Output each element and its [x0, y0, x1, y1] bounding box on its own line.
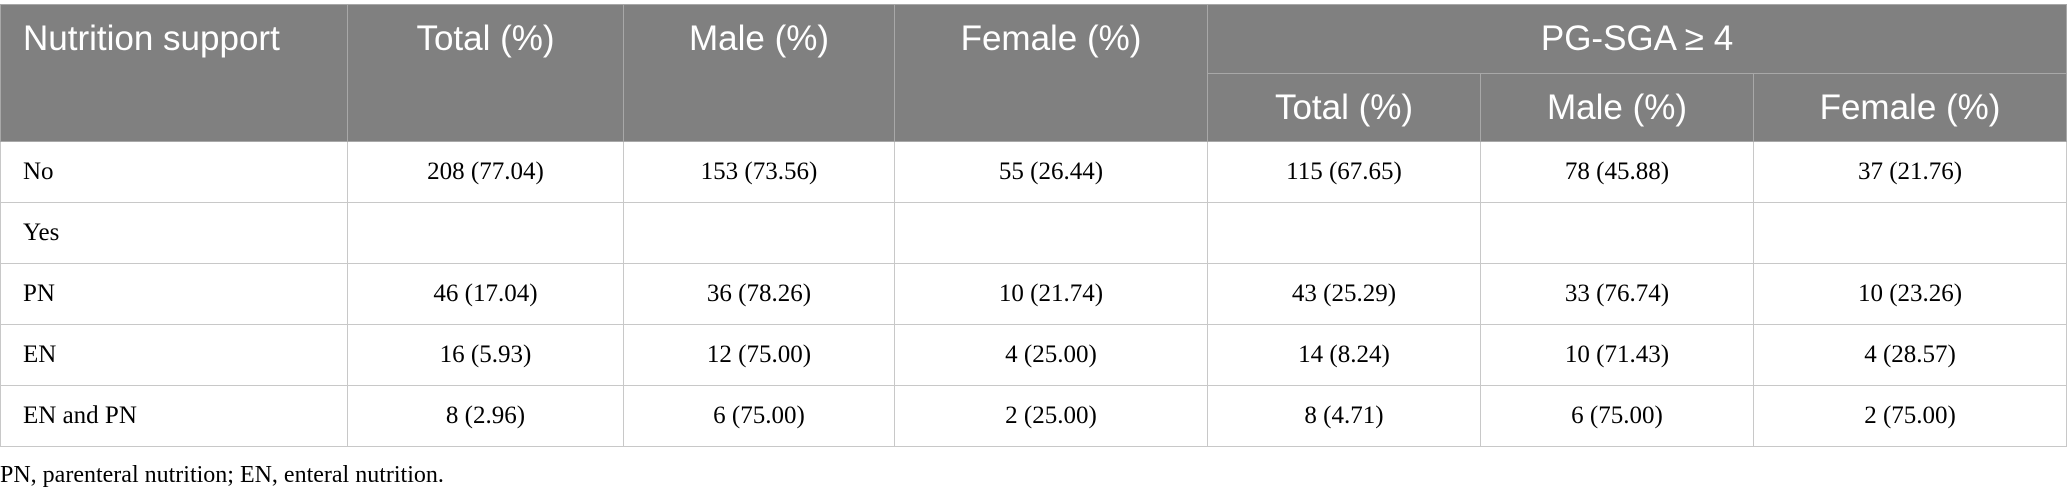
cell-total: 8 (2.96) — [347, 385, 624, 447]
cell-pgsga-female: 37 (21.76) — [1752, 141, 2068, 203]
table-row: No 208 (77.04) 153 (73.56) 55 (26.44) 11… — [0, 141, 2068, 203]
cell-female: 10 (21.74) — [894, 263, 1208, 325]
cell-pgsga-female: 2 (75.00) — [1752, 385, 2068, 447]
cell-female: 4 (25.00) — [894, 324, 1208, 386]
cell-pgsga-female — [1752, 202, 2068, 264]
cell-male: 12 (75.00) — [623, 324, 895, 386]
header-row-1: Nutrition support Total (%) Male (%) Fem… — [0, 4, 2068, 142]
cell-pgsga-total — [1207, 202, 1481, 264]
cell-pgsga-male: 78 (45.88) — [1480, 141, 1754, 203]
row-label: EN — [0, 324, 348, 386]
table-body: No 208 (77.04) 153 (73.56) 55 (26.44) 11… — [0, 141, 2068, 447]
table-row: Yes — [0, 202, 2068, 264]
cell-pgsga-total: 14 (8.24) — [1207, 324, 1481, 386]
header-nutrition-support: Nutrition support — [0, 4, 348, 142]
table-row: EN 16 (5.93) 12 (75.00) 4 (25.00) 14 (8.… — [0, 324, 2068, 386]
cell-female: 55 (26.44) — [894, 141, 1208, 203]
cell-male: 36 (78.26) — [623, 263, 895, 325]
row-label: EN and PN — [0, 385, 348, 447]
table-header: Nutrition support Total (%) Male (%) Fem… — [0, 4, 2068, 142]
nutrition-support-table: Nutrition support Total (%) Male (%) Fem… — [0, 4, 2068, 447]
cell-pgsga-total: 43 (25.29) — [1207, 263, 1481, 325]
header-male: Male (%) — [623, 4, 895, 142]
row-label: No — [0, 141, 348, 203]
cell-female — [894, 202, 1208, 264]
cell-total: 208 (77.04) — [347, 141, 624, 203]
row-label: PN — [0, 263, 348, 325]
cell-pgsga-total: 8 (4.71) — [1207, 385, 1481, 447]
cell-male: 6 (75.00) — [623, 385, 895, 447]
cell-total: 16 (5.93) — [347, 324, 624, 386]
cell-pgsga-male: 10 (71.43) — [1480, 324, 1754, 386]
cell-total — [347, 202, 624, 264]
cell-male — [623, 202, 895, 264]
table-row: EN and PN 8 (2.96) 6 (75.00) 2 (25.00) 8… — [0, 385, 2068, 447]
header-total: Total (%) — [347, 4, 624, 142]
header-row-2: Total (%) Male (%) Female (%) — [1, 73, 2068, 142]
header-pgsga-total: Total (%) — [1207, 73, 1481, 142]
cell-pgsga-male: 6 (75.00) — [1480, 385, 1754, 447]
cell-female: 2 (25.00) — [894, 385, 1208, 447]
cell-total: 46 (17.04) — [347, 263, 624, 325]
header-pgsga-female: Female (%) — [1752, 73, 2068, 142]
nutrition-support-table-container: Nutrition support Total (%) Male (%) Fem… — [0, 4, 2068, 447]
table-row: PN 46 (17.04) 36 (78.26) 10 (21.74) 43 (… — [0, 263, 2068, 325]
cell-male: 153 (73.56) — [623, 141, 895, 203]
table-footnote: PN, parenteral nutrition; EN, enteral nu… — [0, 462, 444, 488]
cell-pgsga-female: 4 (28.57) — [1752, 324, 2068, 386]
header-pgsga-male: Male (%) — [1480, 73, 1754, 142]
cell-pgsga-male: 33 (76.74) — [1480, 263, 1754, 325]
header-female: Female (%) — [894, 4, 1208, 142]
row-label: Yes — [0, 202, 348, 264]
header-pgsga-group: PG-SGA ≥ 4 — [1206, 4, 2068, 74]
cell-pgsga-total: 115 (67.65) — [1207, 141, 1481, 203]
cell-pgsga-female: 10 (23.26) — [1752, 263, 2068, 325]
cell-pgsga-male — [1480, 202, 1754, 264]
